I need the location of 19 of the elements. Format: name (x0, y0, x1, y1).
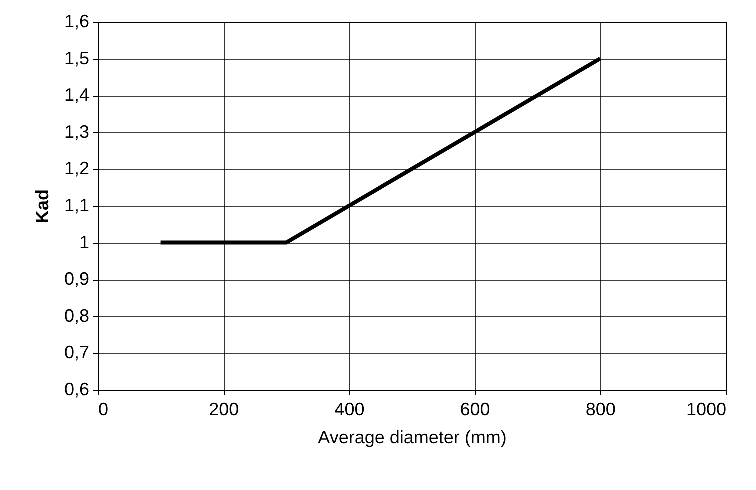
y-tick-label: 0,9 (64, 269, 90, 290)
y-tick-label: 1,3 (64, 122, 90, 142)
x-tick-label: 600 (460, 400, 490, 420)
y-tick-label: 1 (79, 232, 90, 252)
x-tick-label: 800 (586, 400, 616, 420)
y-tick-label: 1,6 (64, 12, 90, 32)
y-tick-label: 1,5 (64, 48, 90, 68)
y-tick-label: 0,7 (64, 342, 90, 363)
x-tick-label: 200 (209, 400, 240, 420)
y-tick-label: 1,1 (64, 196, 90, 216)
y-axis-title: Kad (32, 189, 52, 224)
x-axis-title: Average diameter (mm) (318, 428, 507, 448)
x-tick-label: 400 (334, 400, 365, 420)
x-tick-label: 0 (98, 400, 109, 420)
y-tick-label: 1,2 (64, 158, 90, 179)
y-tick-label: 1,4 (64, 85, 90, 106)
y-tick-label: 0,6 (64, 380, 90, 400)
y-tick-label: 0,8 (64, 306, 90, 326)
x-tick-label: 1000 (686, 400, 726, 420)
